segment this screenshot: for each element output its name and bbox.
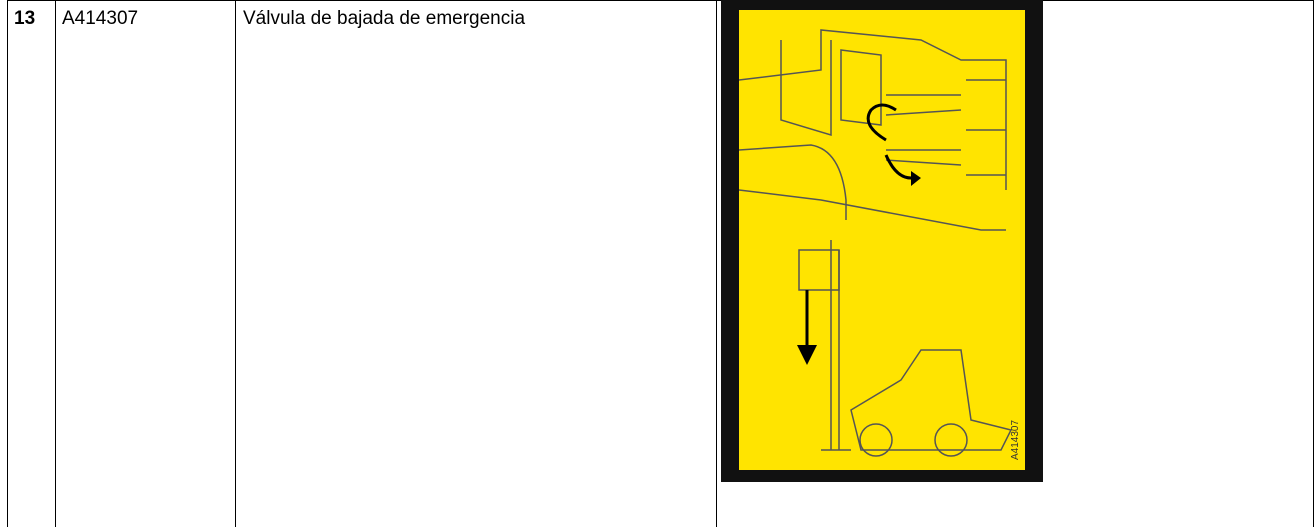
- col-border: [716, 0, 717, 527]
- part-number: A414307: [62, 8, 139, 29]
- decal: A414307: [721, 0, 1043, 482]
- table-top: [7, 0, 1314, 1]
- decal-label: A414307: [1010, 420, 1021, 460]
- col-border: [55, 0, 56, 527]
- col-border: [7, 0, 8, 527]
- col-border: [235, 0, 236, 527]
- description: Válvula de bajada de emergencia: [243, 8, 526, 29]
- item-number: 13: [14, 8, 36, 29]
